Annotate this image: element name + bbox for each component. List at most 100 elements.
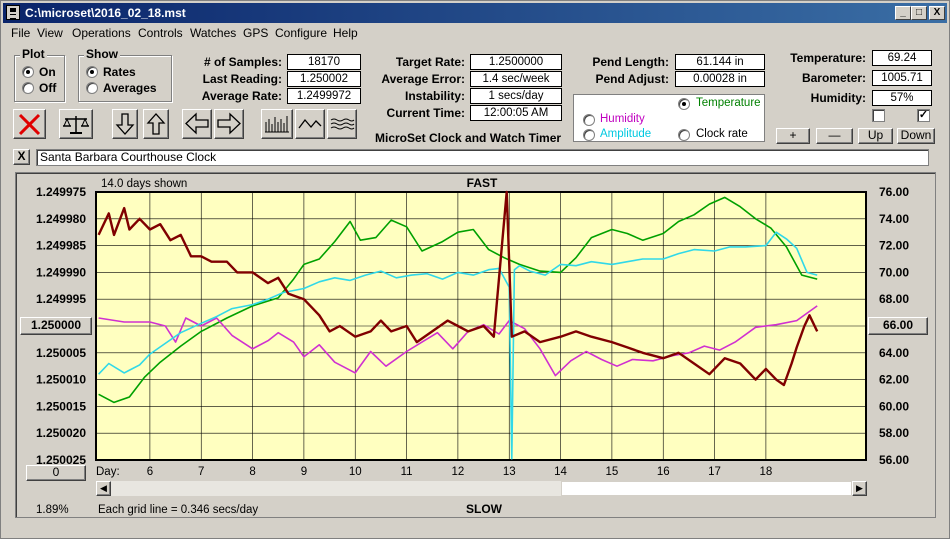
- scroll-thumb[interactable]: [561, 481, 852, 496]
- pend-adjust-field: 0.00028 in: [675, 71, 765, 87]
- right-tick-label: 74.00: [879, 212, 909, 226]
- average-rate-label: Average Rate:: [201, 89, 282, 103]
- plot-on-radio[interactable]: [22, 66, 34, 78]
- humidity-label: Humidity:: [810, 91, 866, 105]
- left-tick-label: 1.250025: [36, 453, 86, 467]
- close-watch-button[interactable]: X: [13, 149, 30, 165]
- up-button[interactable]: Up: [858, 128, 893, 144]
- current-time-field: 12:00:05 AM: [470, 105, 562, 121]
- average-rate-field: 1.2499972: [287, 88, 361, 104]
- scroll-right-button[interactable]: ▶: [852, 481, 867, 496]
- x-tick-label: 16: [657, 466, 670, 478]
- arrow-right-button[interactable]: [214, 109, 244, 139]
- horizontal-scrollbar[interactable]: ◀ ▶: [95, 480, 868, 497]
- right-tick-label: 72.00: [879, 239, 909, 253]
- show-rates-radio[interactable]: [86, 66, 98, 78]
- arrow-up-button[interactable]: [143, 109, 169, 139]
- amplitude-series: [98, 231, 818, 460]
- average-error-label: Average Error:: [381, 72, 465, 86]
- balance-button[interactable]: [59, 109, 93, 139]
- arrow-left-button[interactable]: [182, 109, 212, 139]
- close-button[interactable]: X: [929, 6, 945, 20]
- menu-file[interactable]: File: [11, 26, 31, 40]
- target-rate-label: Target Rate:: [395, 55, 465, 69]
- plot-off-radio[interactable]: [22, 82, 34, 94]
- maximize-button[interactable]: □: [911, 6, 927, 20]
- target-rate-field[interactable]: 1.2500000: [470, 54, 562, 70]
- last-reading-field: 1.250002: [287, 71, 361, 87]
- minus-button[interactable]: —: [816, 128, 853, 144]
- barometer-field: 1005.71: [872, 70, 932, 86]
- left-tick-label: 1.250005: [36, 346, 86, 360]
- menu-help[interactable]: Help: [333, 26, 358, 40]
- right-tick-label: 62.00: [879, 373, 909, 387]
- left-tick-label: 1.250015: [36, 399, 86, 413]
- left-tick-label: 1.250010: [36, 373, 86, 387]
- multi-wave-button[interactable]: [327, 109, 357, 139]
- humidity-series: [98, 305, 818, 377]
- instability-field: 1 secs/day: [470, 88, 562, 104]
- arrow-down-button[interactable]: [112, 109, 138, 139]
- x-tick-label: 13: [503, 466, 516, 478]
- stop-icon: [18, 113, 41, 136]
- show-averages-radio[interactable]: [86, 82, 98, 94]
- amplitude-radio[interactable]: [583, 129, 595, 141]
- show-averages-label: Averages: [103, 81, 157, 95]
- x-tick-label: 17: [708, 466, 721, 478]
- down-button[interactable]: Down: [897, 128, 935, 144]
- app-icon[interactable]: [6, 5, 20, 20]
- right-tick-label: 76.00: [879, 185, 909, 199]
- checkbox-1[interactable]: [872, 109, 885, 122]
- multi-wave-icon: [330, 118, 355, 130]
- scroll-left-button[interactable]: ◀: [96, 481, 111, 496]
- slow-label: SLOW: [466, 502, 503, 516]
- minimize-button[interactable]: _: [895, 6, 911, 20]
- humidity-radio[interactable]: [583, 114, 595, 126]
- amplitude-option-label: Amplitude: [600, 128, 652, 140]
- app-name-label: MicroSet Clock and Watch Timer: [375, 131, 562, 145]
- plus-button[interactable]: +: [776, 128, 810, 144]
- rate-chart: 1.249975 1.249980 1.249985 1.249990 1.249995…: [36, 176, 909, 516]
- x-tick-label: 12: [452, 466, 465, 478]
- x-tick-label: 6: [147, 466, 153, 478]
- average-error-field: 1.4 sec/week: [470, 71, 562, 87]
- menu-view[interactable]: View: [37, 26, 63, 40]
- stop-button[interactable]: [13, 109, 46, 139]
- x-tick-label: 14: [554, 466, 567, 478]
- menu-configure[interactable]: Configure: [275, 26, 328, 40]
- wave-button[interactable]: [295, 109, 325, 139]
- menu-controls[interactable]: Controls: [138, 26, 183, 40]
- checkbox-2[interactable]: ✓: [917, 109, 930, 122]
- clock-rate-option-label: Clock rate: [696, 128, 748, 140]
- watch-name-field[interactable]: Santa Barbara Courthouse Clock: [36, 149, 929, 166]
- humidity-field: 57%: [872, 90, 932, 106]
- arrow-down-icon: [115, 113, 135, 135]
- percent-label: 1.89%: [36, 504, 69, 516]
- instability-label: Instability:: [404, 89, 465, 103]
- menu-operations[interactable]: Operations: [72, 26, 131, 40]
- arrow-up-icon: [146, 113, 166, 135]
- right-tick-label: 64.00: [879, 346, 909, 360]
- humidity-option-label: Humidity: [600, 113, 645, 125]
- title-bar[interactable]: C:\microset\2016_02_18.mst _ □ X: [3, 3, 947, 23]
- temperature-option-label: Temperature: [696, 97, 761, 109]
- temperature-radio[interactable]: [678, 98, 690, 110]
- left-center-button[interactable]: 1.250000: [20, 317, 92, 335]
- clock-rate-radio[interactable]: [678, 129, 690, 141]
- last-reading-label: Last Reading:: [202, 72, 282, 86]
- plot-on-label: On: [39, 65, 56, 79]
- right-center-button[interactable]: 66.00: [868, 317, 928, 335]
- temperature-field: 69.24: [872, 50, 932, 66]
- menu-watches[interactable]: Watches: [190, 26, 237, 40]
- left-tick-label: 1.249995: [36, 292, 86, 306]
- window-title: C:\microset\2016_02_18.mst: [25, 6, 186, 20]
- menu-gps[interactable]: GPS: [243, 26, 269, 40]
- right-tick-label: 70.00: [879, 265, 909, 279]
- aux-plot-group: Temperature Humidity Amplitude Clock rat…: [573, 94, 765, 142]
- bars-button[interactable]: [261, 109, 293, 139]
- barometer-label: Barometer:: [801, 71, 866, 85]
- bars-icon: [265, 116, 289, 133]
- left-bottom-button[interactable]: 0: [26, 465, 86, 481]
- show-group-title: Show: [84, 47, 120, 61]
